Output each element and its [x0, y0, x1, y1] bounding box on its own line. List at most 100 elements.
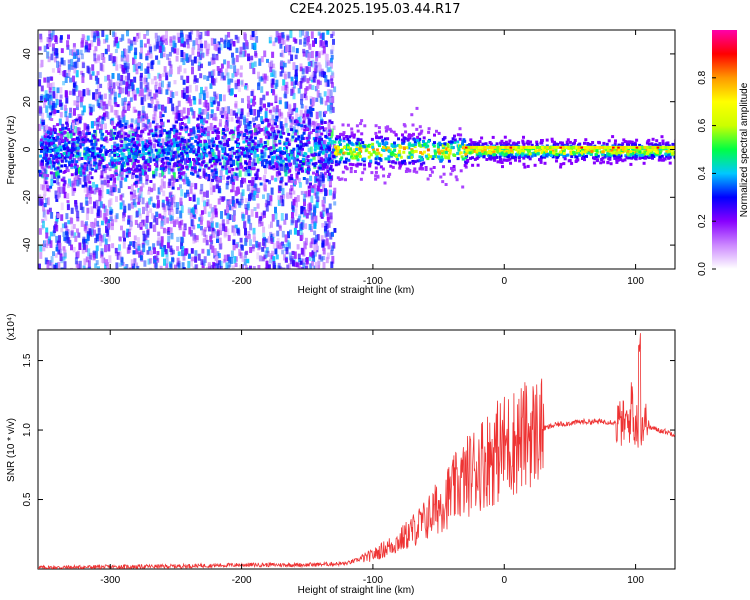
- heat-cell: [80, 139, 84, 147]
- heat-cell: [353, 148, 357, 152]
- heat-cell: [136, 122, 140, 127]
- heat-cell: [329, 89, 333, 98]
- heat-cell: [642, 152, 646, 156]
- heat-cell: [323, 91, 327, 97]
- heat-cell: [198, 114, 201, 118]
- heat-cell: [237, 124, 241, 128]
- heat-cell: [209, 235, 213, 243]
- heat-cell: [105, 139, 109, 144]
- heat-cell: [463, 147, 467, 151]
- heat-cell: [216, 251, 220, 259]
- heat-cell: [219, 242, 223, 250]
- heat-cell: [175, 178, 179, 182]
- heat-cell: [197, 162, 201, 166]
- heat-cell: [281, 187, 285, 196]
- heat-cell: [71, 138, 75, 142]
- heat-cell: [166, 71, 170, 76]
- heat-cell: [316, 196, 320, 202]
- heat-cell: [307, 53, 311, 61]
- heat-cell: [336, 149, 340, 152]
- heat-cell: [58, 235, 61, 244]
- heat-cell: [165, 72, 169, 81]
- heat-cell: [66, 237, 70, 244]
- heat-cell: [80, 220, 84, 227]
- heat-cell: [280, 126, 284, 135]
- heat-cell: [466, 151, 470, 155]
- heat-cell: [70, 151, 74, 155]
- heat-cell: [212, 140, 216, 144]
- heat-cell: [303, 242, 307, 250]
- heat-cell: [132, 64, 136, 73]
- heat-cell: [274, 206, 277, 214]
- heat-cell: [137, 117, 141, 123]
- heat-cell: [206, 30, 210, 37]
- heat-cell: [244, 147, 248, 150]
- heat-cell: [140, 137, 144, 143]
- heat-cell: [392, 153, 396, 157]
- heat-cell: [125, 86, 128, 95]
- heat-cell: [130, 201, 134, 209]
- heat-cell: [185, 53, 189, 62]
- heat-cell: [241, 177, 244, 184]
- heat-cell: [134, 64, 138, 71]
- heat-cell: [45, 198, 49, 205]
- heat-cell: [309, 158, 313, 162]
- heat-cell: [68, 161, 71, 165]
- heat-cell: [139, 63, 143, 71]
- heat-cell: [202, 102, 206, 107]
- heat-cell: [110, 156, 114, 160]
- heat-cell: [97, 228, 101, 235]
- heat-cell: [93, 229, 97, 236]
- heat-cell: [317, 260, 321, 266]
- heat-cell: [56, 193, 60, 199]
- heat-cell: [246, 112, 250, 118]
- heat-cell: [238, 51, 242, 58]
- heat-cell: [485, 158, 489, 161]
- heat-cell: [133, 189, 137, 197]
- heat-cell: [308, 202, 312, 210]
- heat-cell: [278, 225, 282, 231]
- heat-cell: [356, 158, 360, 162]
- heat-cell: [94, 263, 98, 269]
- heat-cell: [320, 68, 324, 75]
- heat-cell: [127, 155, 131, 158]
- heat-cell: [301, 93, 305, 102]
- heat-cell: [44, 94, 48, 100]
- heat-cell: [223, 229, 227, 237]
- heat-cell: [154, 255, 158, 260]
- heat-cell: [93, 132, 97, 137]
- heat-cell: [182, 52, 186, 60]
- heat-cell: [330, 121, 334, 125]
- heat-cell: [203, 200, 206, 207]
- heat-cell: [62, 183, 66, 187]
- heat-cell: [273, 70, 277, 79]
- heat-cell: [374, 177, 378, 181]
- heat-cell: [292, 62, 296, 71]
- heat-cell: [205, 91, 209, 99]
- heat-cell: [135, 175, 139, 179]
- heat-cell: [184, 125, 188, 129]
- heat-cell: [272, 165, 276, 169]
- heat-cell: [237, 200, 241, 206]
- heat-cell: [377, 126, 381, 130]
- heat-cell: [135, 118, 139, 124]
- heat-cell: [102, 106, 106, 111]
- heat-cell: [146, 158, 150, 164]
- heat-cell: [160, 50, 163, 59]
- heat-cell: [342, 151, 346, 155]
- heat-cell: [241, 213, 245, 221]
- heat-cell: [158, 45, 162, 53]
- heat-cell: [176, 32, 180, 41]
- heat-cell: [229, 164, 233, 168]
- heat-cell: [99, 238, 103, 247]
- heat-cell: [184, 172, 188, 180]
- heat-cell: [190, 168, 194, 172]
- heat-cell: [279, 267, 283, 269]
- heat-cell: [221, 150, 225, 153]
- heat-cell: [49, 185, 53, 189]
- heat-cell: [53, 225, 57, 234]
- heat-cell: [68, 153, 72, 157]
- heat-cell: [298, 214, 302, 219]
- heat-cell: [59, 37, 63, 43]
- heat-cell: [127, 45, 131, 54]
